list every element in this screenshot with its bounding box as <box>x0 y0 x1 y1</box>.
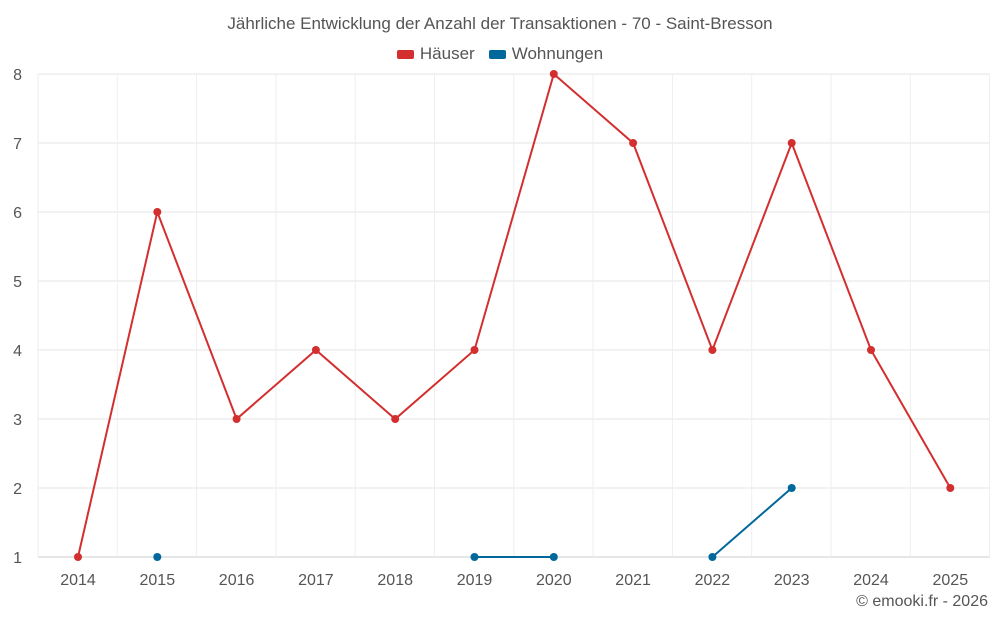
legend-item-wohnungen[interactable]: Wohnungen <box>488 44 604 64</box>
data-point-haeuser[interactable] <box>708 346 717 354</box>
data-point-haeuser[interactable] <box>153 208 162 216</box>
y-tick-label: 1 <box>13 550 22 567</box>
data-point-haeuser[interactable] <box>787 139 796 147</box>
legend-swatch-wohnungen <box>488 49 506 59</box>
x-tick-label: 2024 <box>853 572 889 589</box>
y-tick-label: 2 <box>13 481 22 498</box>
y-tick-label: 4 <box>13 343 22 360</box>
x-tick-label: 2014 <box>60 572 96 589</box>
data-point-haeuser[interactable] <box>629 139 638 147</box>
x-tick-label: 2022 <box>695 572 731 589</box>
data-point-haeuser[interactable] <box>311 346 320 354</box>
y-tick-label: 3 <box>13 412 22 429</box>
data-point-haeuser[interactable] <box>391 415 400 423</box>
y-tick-label: 8 <box>13 67 22 84</box>
x-tick-label: 2015 <box>140 572 176 589</box>
x-tick-label: 2016 <box>219 572 255 589</box>
data-point-wohnungen[interactable] <box>787 484 796 492</box>
data-point-haeuser[interactable] <box>74 553 82 561</box>
legend-label-haeuser: Häuser <box>419 44 475 63</box>
chart-title: Jährliche Entwicklung der Anzahl der Tra… <box>227 14 773 33</box>
y-tick-label: 7 <box>13 136 22 153</box>
data-point-haeuser[interactable] <box>549 70 558 78</box>
x-tick-label: 2025 <box>933 572 969 589</box>
data-point-haeuser[interactable] <box>232 415 241 423</box>
y-tick-label: 5 <box>13 274 22 291</box>
axes: 1 2 3 4 5 6 7 8 2014 2015 2016 2017 2018 2019 2020 2021… <box>13 67 968 589</box>
x-tick-label: 2021 <box>615 572 651 589</box>
data-point-wohnungen[interactable] <box>470 553 479 561</box>
data-point-haeuser[interactable] <box>946 484 955 492</box>
x-tick-label: 2017 <box>298 572 334 589</box>
credit-text: © emooki.fr - 2026 <box>856 593 988 610</box>
series-line-wohnungen <box>711 487 793 558</box>
data-point-wohnungen[interactable] <box>153 553 162 561</box>
data-point-wohnungen[interactable] <box>708 553 717 561</box>
legend-item-haeuser[interactable]: Häuser <box>396 44 475 64</box>
x-tick-label: 2023 <box>774 572 810 589</box>
series <box>74 70 955 561</box>
grid <box>37 73 991 558</box>
legend-label-wohnungen: Wohnungen <box>511 44 604 63</box>
legend-swatch-haeuser <box>396 49 414 59</box>
y-tick-label: 6 <box>13 205 22 222</box>
data-point-haeuser[interactable] <box>867 346 875 354</box>
x-tick-label: 2019 <box>457 572 493 589</box>
series-line-haeuser <box>77 72 952 558</box>
x-tick-label: 2020 <box>536 572 572 589</box>
legend: Häuser Wohnungen <box>0 44 1000 64</box>
data-point-wohnungen[interactable] <box>549 553 558 561</box>
x-tick-label: 2018 <box>377 572 413 589</box>
data-point-haeuser[interactable] <box>470 346 479 354</box>
